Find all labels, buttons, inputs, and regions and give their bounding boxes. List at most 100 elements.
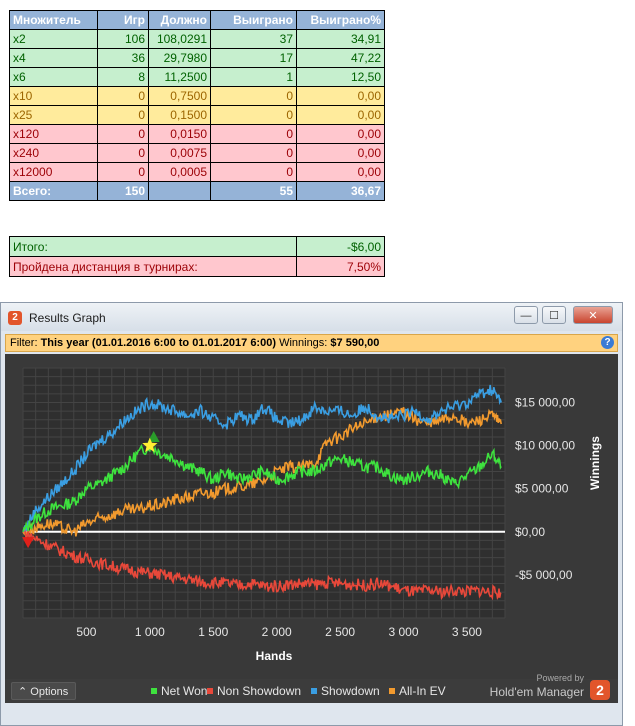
results-graph-window: 2 Results Graph — ☐ ✕ Filter: This year … — [0, 302, 623, 726]
cell-expected[interactable]: 29,7980 — [148, 48, 211, 68]
legend-label-showdown: Showdown — [321, 684, 380, 698]
series-line-non-showdown — [22, 529, 502, 601]
close-button[interactable]: ✕ — [573, 306, 613, 324]
cell-won[interactable]: 0 — [210, 162, 297, 182]
table-row: x2 106 108,0291 37 34,91 — [9, 29, 385, 49]
hem-logo-icon: 2 — [590, 680, 610, 700]
chevron-up-icon: ⌃ — [18, 686, 28, 698]
header-won-percent[interactable]: Выиграно% — [296, 10, 385, 30]
cell-won-percent[interactable]: 0,00 — [296, 124, 385, 144]
legend-swatch-non-showdown — [207, 688, 213, 694]
cell-expected[interactable]: 0,0075 — [148, 143, 211, 163]
maximize-button[interactable]: ☐ — [542, 306, 566, 324]
cell-won-percent[interactable]: 0,00 — [296, 86, 385, 106]
table-row: x6 8 11,2500 1 12,50 — [9, 67, 385, 87]
summary-total-value[interactable]: -$6,00 — [296, 236, 385, 257]
total-games[interactable]: 150 — [97, 181, 149, 201]
cell-expected[interactable]: 0,0005 — [148, 162, 211, 182]
legend-item-showdown[interactable]: Showdown — [311, 684, 380, 698]
cell-won[interactable]: 0 — [210, 143, 297, 163]
legend-label-all-in-ev: All-In EV — [399, 684, 446, 698]
summary-distance-value[interactable]: 7,50% — [296, 256, 385, 277]
total-expected[interactable] — [148, 181, 211, 201]
cell-won-percent[interactable]: 47,22 — [296, 48, 385, 68]
x-tick-label: 1 500 — [198, 625, 228, 639]
cell-won-percent[interactable]: 12,50 — [296, 67, 385, 87]
cell-games[interactable]: 106 — [97, 29, 149, 49]
table-row: x12000 0 0,0005 0 0,00 — [9, 162, 385, 182]
y-tick-label: $5 000,00 — [515, 482, 569, 496]
multiplier-table: Множитель Игр Должно Выиграно Выиграно% … — [9, 10, 385, 201]
table-row: x25 0 0,1500 0 0,00 — [9, 105, 385, 125]
total-won-percent[interactable]: 36,67 — [296, 181, 385, 201]
window-title: Results Graph — [29, 311, 106, 325]
cell-games[interactable]: 0 — [97, 162, 149, 182]
header-expected[interactable]: Должно — [148, 10, 211, 30]
table-row: x10 0 0,7500 0 0,00 — [9, 86, 385, 106]
cell-won-percent[interactable]: 34,91 — [296, 29, 385, 49]
cell-games[interactable]: 0 — [97, 124, 149, 144]
cell-expected[interactable]: 0,7500 — [148, 86, 211, 106]
cell-multiplier[interactable]: x4 — [9, 48, 98, 68]
cell-expected[interactable]: 108,0291 — [148, 29, 211, 49]
cell-won-percent[interactable]: 0,00 — [296, 162, 385, 182]
cell-games[interactable]: 0 — [97, 105, 149, 125]
filter-bar[interactable]: Filter: This year (01.01.2016 6:00 to 01… — [5, 334, 618, 352]
cell-multiplier[interactable]: x10 — [9, 86, 98, 106]
cell-won[interactable]: 1 — [210, 67, 297, 87]
y-tick-label: $10 000,00 — [515, 439, 575, 453]
header-won[interactable]: Выиграно — [210, 10, 297, 30]
options-label: Options — [30, 686, 69, 698]
total-label[interactable]: Всего: — [9, 181, 98, 201]
cell-expected[interactable]: 11,2500 — [148, 67, 211, 87]
cell-multiplier[interactable]: x6 — [9, 67, 98, 87]
summary-distance-label[interactable]: Пройдена дистанция в турнирах: — [9, 256, 297, 277]
summary-total-label[interactable]: Итого: — [9, 236, 297, 257]
cell-won-percent[interactable]: 0,00 — [296, 105, 385, 125]
filter-period: This year (01.01.2016 6:00 to 01.01.2017… — [40, 337, 276, 349]
window-titlebar[interactable]: 2 Results Graph — ☐ ✕ — [1, 303, 622, 331]
cell-won[interactable]: 0 — [210, 124, 297, 144]
x-tick-label: 2 500 — [325, 625, 355, 639]
cell-multiplier[interactable]: x240 — [9, 143, 98, 163]
cell-multiplier[interactable]: x120 — [9, 124, 98, 144]
cell-won[interactable]: 37 — [210, 29, 297, 49]
y-tick-label: $15 000,00 — [515, 395, 575, 409]
total-won[interactable]: 55 — [210, 181, 297, 201]
options-button[interactable]: ⌃ Options — [11, 682, 76, 700]
cell-games[interactable]: 36 — [97, 48, 149, 68]
hem-app-icon: 2 — [8, 311, 22, 325]
legend-item-net-won[interactable]: Net Won — [151, 684, 207, 698]
spreadsheet: Множитель Игр Должно Выиграно Выиграно% … — [0, 0, 635, 300]
x-axis-label: Hands — [256, 649, 293, 663]
cell-games[interactable]: 8 — [97, 67, 149, 87]
brand-label: Hold'em Manager — [489, 685, 584, 699]
legend-swatch-showdown — [311, 688, 317, 694]
header-multiplier[interactable]: Множитель — [9, 10, 98, 30]
header-games[interactable]: Игр — [97, 10, 149, 30]
cell-won[interactable]: 0 — [210, 86, 297, 106]
cell-won[interactable]: 17 — [210, 48, 297, 68]
cell-won-percent[interactable]: 0,00 — [296, 143, 385, 163]
legend-item-all-in-ev[interactable]: All-In EV — [389, 684, 446, 698]
x-tick-label: 3 000 — [389, 625, 419, 639]
legend-label-non-showdown: Non Showdown — [217, 684, 302, 698]
table-total-row: Всего: 150 55 36,67 — [9, 181, 385, 201]
help-icon[interactable]: ? — [601, 336, 614, 349]
legend-label-net-won: Net Won — [161, 684, 208, 698]
cell-expected[interactable]: 0,0150 — [148, 124, 211, 144]
cell-multiplier[interactable]: x25 — [9, 105, 98, 125]
cell-expected[interactable]: 0,1500 — [148, 105, 211, 125]
cell-multiplier[interactable]: x12000 — [9, 162, 98, 182]
cell-games[interactable]: 0 — [97, 143, 149, 163]
summary-row-distance: Пройдена дистанция в турнирах: 7,50% — [9, 256, 385, 277]
cell-won[interactable]: 0 — [210, 105, 297, 125]
filter-prefix: Filter: — [10, 337, 38, 349]
y-tick-label: $0,00 — [515, 525, 545, 539]
cell-multiplier[interactable]: x2 — [9, 29, 98, 49]
cell-games[interactable]: 0 — [97, 86, 149, 106]
y-axis-label: Winnings — [588, 436, 602, 490]
marker-triangle-up — [147, 430, 160, 442]
minimize-button[interactable]: — — [514, 306, 538, 324]
legend-item-non-showdown[interactable]: Non Showdown — [207, 684, 301, 698]
